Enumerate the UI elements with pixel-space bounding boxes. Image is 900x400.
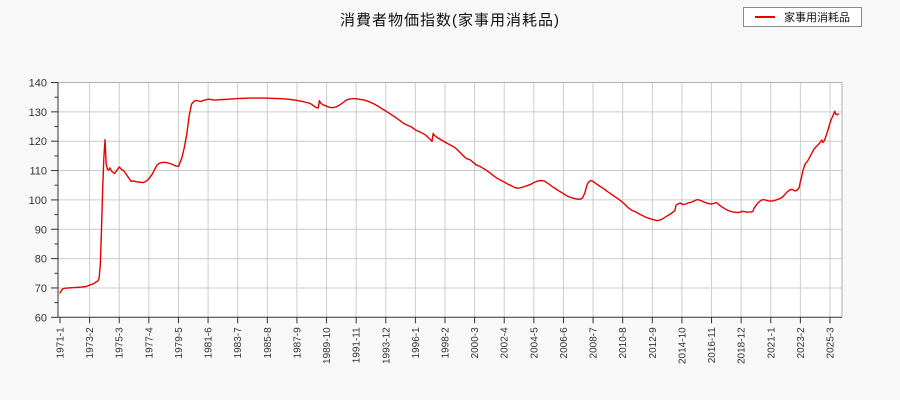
svg-text:1981-6: 1981-6 (204, 327, 215, 359)
svg-text:80: 80 (35, 254, 47, 266)
svg-text:2010-8: 2010-8 (618, 327, 629, 359)
chart-title: 消費者物価指数(家事用消耗品) (340, 12, 560, 29)
svg-text:2018-12: 2018-12 (737, 327, 748, 364)
svg-text:1996-1: 1996-1 (411, 327, 422, 359)
series-line (59, 97, 839, 294)
svg-text:1977-4: 1977-4 (144, 327, 155, 359)
svg-text:2002-4: 2002-4 (500, 327, 511, 359)
svg-text:140: 140 (29, 78, 47, 90)
svg-text:1983-7: 1983-7 (233, 327, 244, 359)
svg-text:1985-8: 1985-8 (263, 327, 274, 359)
svg-text:2016-11: 2016-11 (707, 327, 718, 363)
x-axis-labels: 1971-1 1973-2 1975-3 1977-4 1979-5 1981-6 1983… (56, 327, 837, 364)
legend-line-swatch-icon (755, 16, 775, 18)
svg-text:2021-1: 2021-1 (766, 327, 777, 359)
svg-text:1993-12: 1993-12 (381, 327, 392, 364)
svg-text:2014-10: 2014-10 (677, 327, 688, 364)
svg-text:1979-5: 1979-5 (174, 327, 185, 359)
svg-text:1989-10: 1989-10 (322, 327, 333, 364)
svg-text:1971-1: 1971-1 (56, 327, 67, 359)
x-axis-ticks (59, 317, 831, 324)
svg-text:2012-9: 2012-9 (648, 327, 659, 359)
svg-text:2023-2: 2023-2 (796, 327, 807, 359)
svg-text:2006-6: 2006-6 (559, 327, 570, 359)
svg-text:90: 90 (35, 224, 47, 236)
svg-text:2000-3: 2000-3 (470, 327, 481, 359)
legend-series-label: 家事用消耗品 (784, 12, 850, 24)
svg-text:60: 60 (35, 312, 47, 324)
y-axis-labels: 60 70 80 90 100 110 120 130 140 (29, 78, 47, 325)
svg-text:2025-3: 2025-3 (826, 327, 837, 359)
svg-text:100: 100 (29, 195, 47, 207)
legend: 家事用消耗品 (743, 7, 862, 27)
y-axis-ticks (51, 82, 58, 318)
svg-text:2008-7: 2008-7 (589, 327, 600, 359)
svg-text:110: 110 (29, 166, 47, 178)
svg-text:1998-2: 1998-2 (441, 327, 452, 359)
gridlines (58, 82, 842, 318)
svg-text:70: 70 (35, 283, 47, 295)
svg-text:1975-3: 1975-3 (115, 327, 126, 359)
svg-text:130: 130 (29, 107, 47, 119)
svg-text:1973-2: 1973-2 (85, 327, 96, 359)
svg-text:1987-9: 1987-9 (292, 327, 303, 359)
svg-text:120: 120 (29, 136, 47, 148)
svg-text:1991-11: 1991-11 (352, 327, 363, 363)
svg-text:2004-5: 2004-5 (529, 327, 540, 359)
